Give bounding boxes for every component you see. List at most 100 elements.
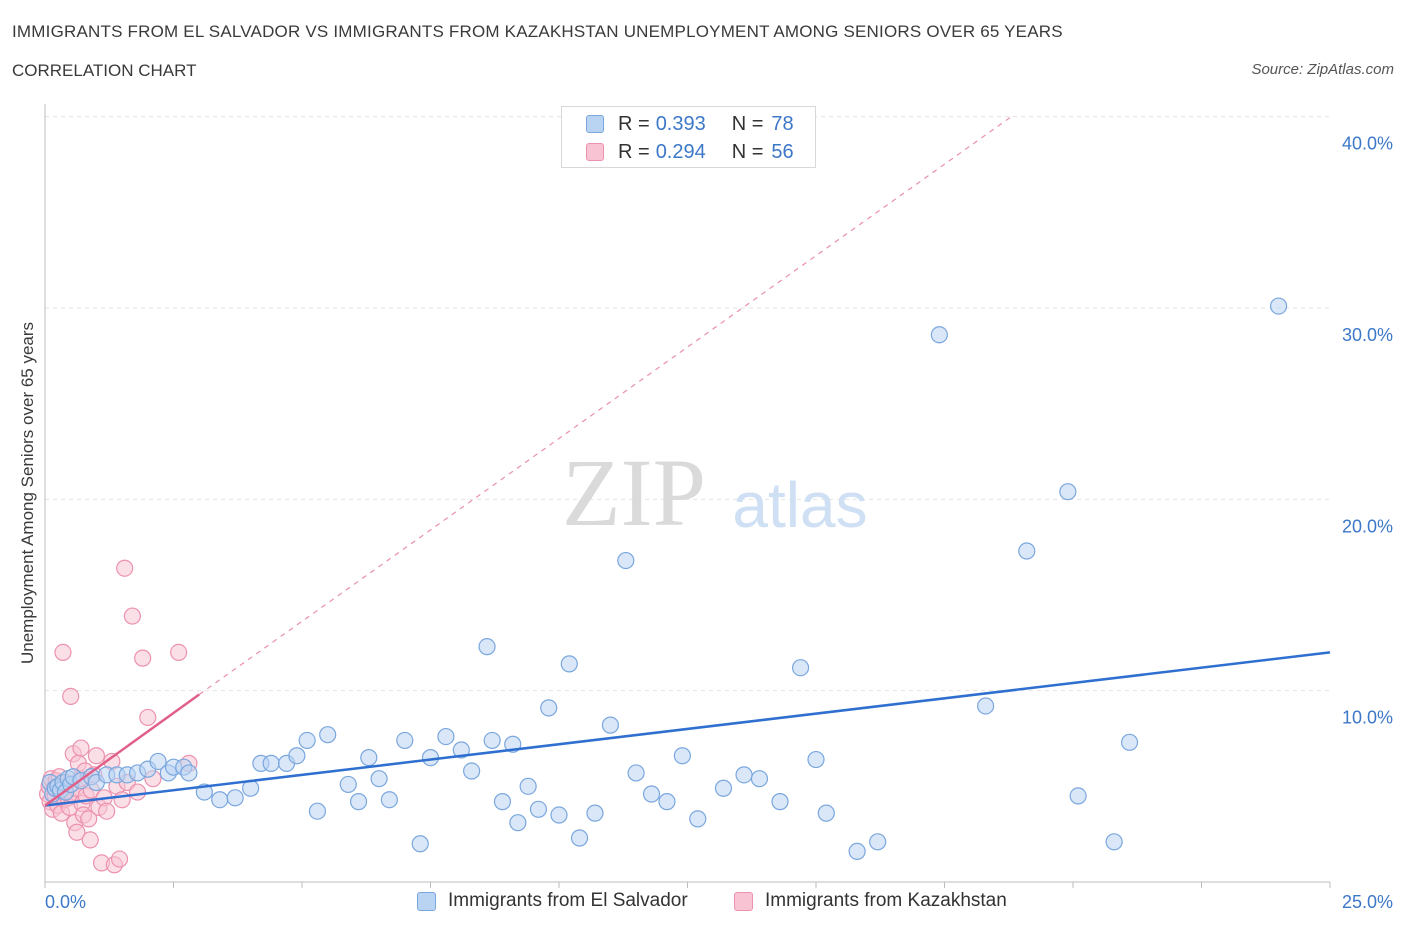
y-tick-label: 30.0%: [1342, 325, 1393, 345]
data-point-el-salvador: [977, 697, 995, 715]
data-point-el-salvador: [262, 754, 280, 772]
series-kazakhstan-points: [38, 559, 198, 874]
bottom-legend-label: Immigrants from Kazakhstan: [765, 890, 1007, 911]
data-point-el-salvador: [411, 835, 429, 853]
y-tick-label: 40.0%: [1342, 134, 1393, 154]
data-point-el-salvador: [1105, 833, 1123, 851]
data-point-el-salvador: [791, 659, 810, 677]
data-point-kazakhstan: [68, 823, 86, 841]
data-point-el-salvador: [211, 791, 229, 809]
data-point-kazakhstan: [81, 831, 99, 849]
gridlines: [45, 116, 1330, 692]
data-point-kazakhstan: [116, 559, 134, 577]
legend-row-kazakhstan: R = 0.294 N = 56: [586, 140, 794, 164]
trend-line-kazakhstan: [44, 693, 200, 807]
data-point-kazakhstan: [134, 649, 152, 667]
data-point-el-salvador: [540, 699, 558, 717]
legend-n-label: N =: [731, 112, 764, 135]
data-point-el-salvador: [360, 749, 378, 767]
data-point-el-salvador: [370, 770, 388, 788]
bottom-legend-el-salvador: Immigrants from El Salvador: [417, 890, 688, 912]
bottom-legend-kazakhstan: Immigrants from Kazakhstan: [734, 890, 1007, 912]
axes: [44, 104, 1331, 888]
data-point-el-salvador: [714, 779, 733, 797]
data-point-el-salvador: [380, 791, 398, 809]
chart-title: IMMIGRANTS FROM EL SALVADOR VS IMMIGRANT…: [12, 22, 1063, 41]
data-point-el-salvador: [298, 731, 316, 750]
legend-r-label: R =: [618, 112, 650, 135]
data-point-el-salvador: [750, 770, 769, 788]
data-point-kazakhstan: [113, 791, 131, 809]
data-point-el-salvador: [817, 804, 835, 822]
data-point-kazakhstan: [54, 643, 72, 662]
data-point-el-salvador: [1069, 787, 1087, 805]
data-point-kazakhstan: [72, 739, 90, 757]
legend-n-value: 78: [771, 112, 794, 135]
trend-line-el-salvador: [44, 651, 1331, 807]
x-tick-label-min: 0.0%: [45, 892, 86, 912]
series-el-salvador-points: [41, 297, 1288, 860]
data-point-el-salvador: [149, 752, 167, 771]
tick-labels: 10.0% 20.0% 30.0% 40.0% 0.0% 25.0%: [45, 134, 1393, 912]
data-point-el-salvador: [673, 747, 691, 765]
y-tick-label: 10.0%: [1342, 708, 1393, 728]
data-point-el-salvador: [869, 833, 887, 851]
data-point-el-salvador: [570, 829, 589, 847]
watermark: ZIP atlas: [562, 439, 868, 546]
data-point-el-salvador: [288, 747, 306, 765]
data-point-kazakhstan: [87, 747, 106, 765]
data-point-kazakhstan: [80, 810, 98, 828]
data-point-el-salvador: [642, 785, 661, 803]
watermark-atlas: atlas: [732, 469, 867, 541]
data-point-el-salvador: [509, 814, 527, 832]
legend-r-value: 0.393: [655, 112, 706, 135]
data-point-el-salvador: [226, 789, 244, 807]
data-point-el-salvador: [627, 764, 645, 782]
data-point-el-salvador: [1120, 733, 1139, 751]
chart-subtitle: CORRELATION CHART: [12, 61, 197, 80]
trend-lines: [44, 116, 1331, 807]
data-point-kazakhstan: [128, 783, 147, 801]
data-point-kazakhstan: [170, 643, 188, 662]
watermark-zip: ZIP: [562, 439, 706, 546]
data-point-el-salvador: [848, 842, 866, 860]
data-point-el-salvador: [807, 750, 825, 769]
correlation-legend: R = 0.393 N = 78 R = 0.294 N = 56: [561, 106, 816, 168]
data-point-kazakhstan: [62, 687, 80, 706]
data-point-el-salvador: [1269, 297, 1288, 315]
y-tick-label: 20.0%: [1342, 516, 1393, 536]
data-point-el-salvador: [1059, 483, 1077, 501]
data-point-el-salvador: [529, 800, 548, 818]
legend-r-label: R =: [618, 140, 650, 163]
data-point-kazakhstan: [123, 607, 141, 625]
data-point-el-salvador: [560, 655, 578, 673]
data-point-el-salvador: [601, 716, 620, 734]
data-point-kazakhstan: [98, 802, 116, 820]
source-label: Source: ZipAtlas.com: [1251, 61, 1394, 78]
data-point-el-salvador: [493, 793, 512, 811]
bottom-legend-label: Immigrants from El Salvador: [448, 890, 688, 911]
data-point-el-salvador: [550, 806, 568, 824]
data-point-el-salvador: [463, 762, 481, 780]
data-point-el-salvador: [1018, 542, 1036, 560]
data-point-el-salvador: [483, 731, 501, 750]
data-point-el-salvador: [658, 793, 676, 811]
data-point-el-salvador: [735, 766, 753, 784]
data-point-el-salvador: [689, 810, 707, 828]
bottom-legend-swatch-blue: [417, 891, 436, 911]
data-point-el-salvador: [478, 638, 496, 656]
data-point-el-salvador: [349, 793, 368, 811]
data-point-el-salvador: [396, 731, 414, 750]
data-point-el-salvador: [519, 777, 537, 795]
legend-swatch-pink: [586, 143, 604, 161]
data-point-el-salvador: [617, 551, 635, 570]
data-point-kazakhstan: [110, 850, 129, 868]
data-point-el-salvador: [930, 326, 948, 344]
bottom-legend-swatch-pink: [734, 891, 753, 911]
legend-row-el-salvador: R = 0.393 N = 78: [586, 112, 794, 136]
legend-swatch-blue: [586, 115, 604, 133]
x-tick-label-max: 25.0%: [1342, 892, 1393, 912]
data-point-el-salvador: [452, 741, 470, 759]
data-point-el-salvador: [319, 726, 337, 744]
data-point-el-salvador: [586, 804, 604, 822]
